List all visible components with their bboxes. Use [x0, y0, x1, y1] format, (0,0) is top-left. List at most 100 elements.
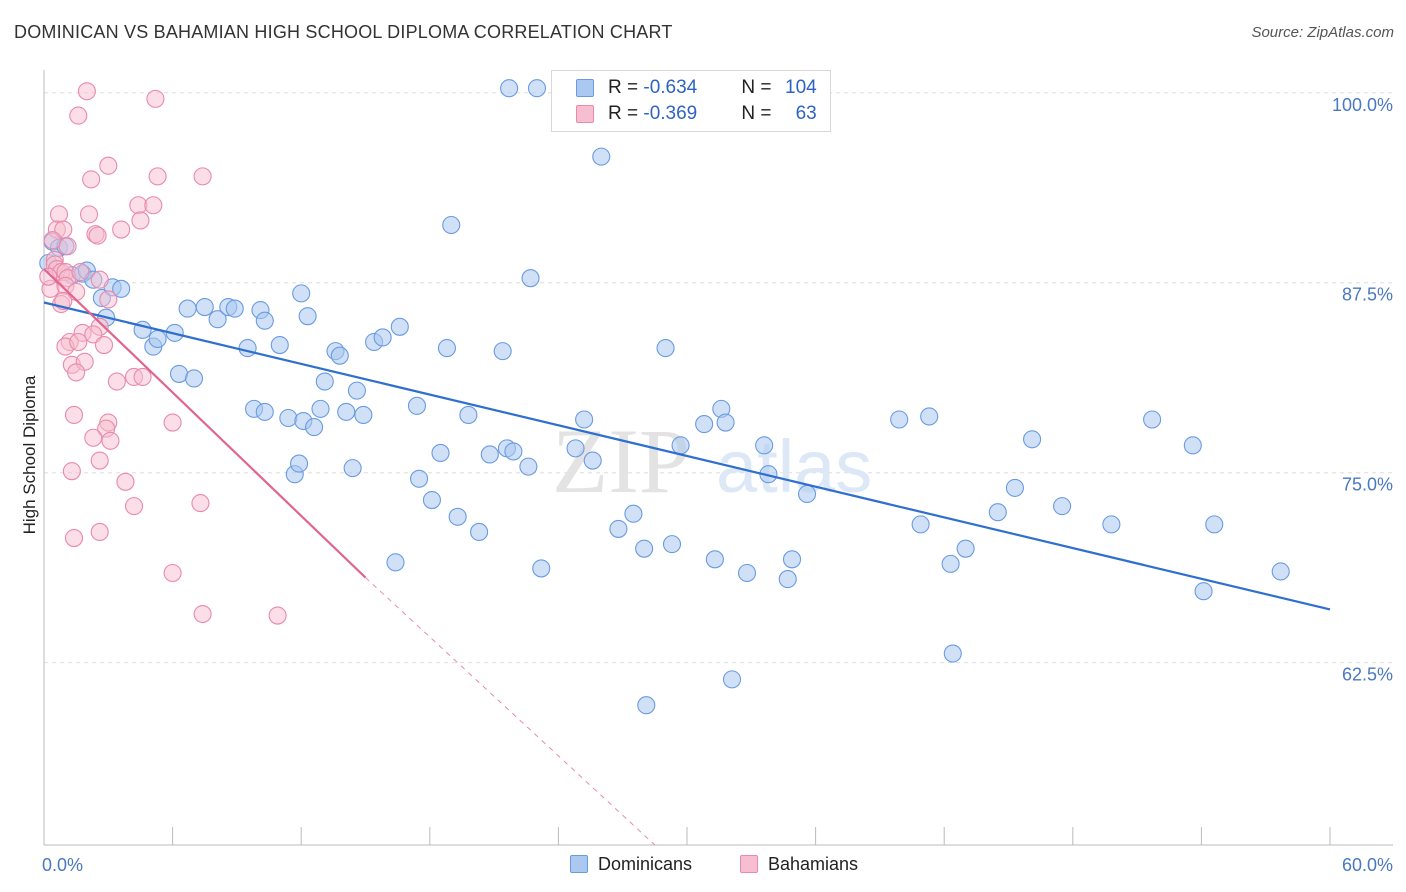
legend-row-bahamians: R = -0.369 N = 63	[576, 101, 817, 127]
bahamian-point	[90, 522, 109, 542]
legend-label-bahamians: Bahamians	[768, 853, 859, 874]
dominican-point	[470, 522, 489, 542]
bahamian-point	[54, 220, 73, 239]
dominican-point	[1023, 430, 1042, 449]
legend-r-value: -0.634	[643, 77, 698, 98]
watermark-zip: ZIP	[552, 410, 690, 512]
bahamian-point	[124, 497, 144, 516]
dominican-point	[347, 381, 366, 400]
dominican-point	[716, 413, 735, 432]
y-axis-label: High School Diploma	[20, 375, 39, 534]
bahamian-point	[67, 363, 86, 382]
y-tick-label: 87.5%	[1342, 285, 1393, 305]
bahamian-point	[191, 494, 210, 513]
dominican-point	[279, 408, 298, 428]
bahamian-point	[116, 472, 135, 491]
dominican-point	[1194, 582, 1213, 601]
dominican-point	[527, 79, 547, 98]
chart-title: DOMINICAN VS BAHAMIAN HIGH SCHOOL DIPLOM…	[14, 22, 673, 42]
dominican-point	[343, 459, 362, 478]
dominican-point	[112, 279, 131, 298]
bahamian-point	[49, 205, 69, 224]
dominican-point	[290, 454, 309, 473]
legend-r-label: R =	[608, 77, 644, 98]
dominican-point	[386, 553, 405, 572]
bahamian-point	[163, 413, 182, 432]
dominican-point	[238, 339, 257, 358]
y-tick-label: 75.0%	[1342, 475, 1393, 495]
bahamian-point	[99, 156, 118, 175]
bahamian-point	[64, 528, 84, 548]
bahamian-point	[193, 167, 212, 186]
dominicans-trend-line	[43, 301, 1331, 611]
x-tick-label: 0.0%	[42, 855, 83, 875]
bahamian-point	[144, 196, 163, 215]
legend-swatch-pink	[576, 105, 594, 123]
bahamian-point	[90, 451, 109, 470]
dominican-point	[410, 469, 429, 488]
correlation-legend: R = -0.634 N = 104 R = -0.369 N = 63	[551, 70, 831, 132]
legend-r-value: -0.369	[643, 103, 698, 124]
dominican-point	[292, 284, 311, 303]
dominican-point	[1271, 562, 1290, 581]
dominican-point	[504, 442, 523, 461]
dominican-point	[442, 215, 461, 235]
bahamian-point	[112, 220, 131, 239]
bahamian-point	[88, 226, 107, 245]
dominican-point	[521, 269, 540, 288]
bahamian-point	[94, 335, 114, 355]
bahamians-trend-line	[43, 268, 367, 579]
legend-r-label: R =	[608, 103, 644, 124]
legend-item-bahamians[interactable]: Bahamians	[740, 852, 858, 876]
bahamian-point	[146, 89, 165, 108]
bahamian-point	[107, 372, 126, 391]
dominican-point	[373, 328, 392, 347]
dominican-point	[1143, 410, 1162, 429]
bahamian-point	[90, 270, 109, 289]
bahamian-point	[43, 231, 62, 250]
dominican-point	[797, 484, 817, 504]
legend-swatch-blue	[576, 79, 594, 97]
dominican-point	[583, 451, 602, 470]
dominican-point	[298, 307, 317, 326]
dominican-point	[305, 418, 324, 437]
bahamian-point	[71, 263, 90, 282]
dominican-point	[609, 519, 628, 538]
tick-labels: 62.5% 75.0% 87.5% 100.0% 0.0% 60.0%	[42, 95, 1393, 875]
bahamian-point	[268, 606, 287, 625]
dominican-point	[635, 539, 654, 558]
dominican-point	[330, 346, 349, 365]
axes	[43, 70, 1393, 846]
dominican-point	[911, 515, 930, 534]
dominican-point	[407, 396, 426, 415]
bahamian-point	[69, 106, 88, 125]
bahamian-point	[133, 367, 152, 387]
dominican-point	[270, 335, 289, 355]
bahamian-point	[77, 82, 96, 101]
dominican-point	[671, 436, 690, 455]
y-tick-label: 62.5%	[1342, 665, 1393, 685]
dominican-point	[480, 445, 499, 464]
dominican-point	[592, 147, 611, 166]
bahamian-point	[193, 604, 212, 624]
dominican-point	[195, 298, 214, 317]
dominican-point	[956, 539, 975, 558]
dominican-point	[255, 311, 274, 330]
dominican-point	[695, 415, 714, 434]
dominican-point	[1102, 515, 1121, 534]
dominican-point	[566, 439, 585, 458]
legend-item-dominicans[interactable]: Dominicans	[570, 852, 692, 876]
dominican-point	[920, 407, 939, 426]
dominican-point	[624, 504, 643, 523]
dominican-point	[1005, 478, 1024, 497]
dominican-point	[448, 507, 467, 526]
dominican-point	[493, 342, 512, 361]
dominican-point	[337, 402, 356, 421]
legend-n-label: N =	[741, 103, 777, 124]
dominican-point	[988, 503, 1007, 522]
dominican-point	[315, 372, 334, 391]
bahamian-point	[163, 563, 182, 583]
dominican-point	[500, 79, 519, 98]
bahamian-point	[69, 332, 88, 352]
dominican-point	[519, 457, 538, 476]
